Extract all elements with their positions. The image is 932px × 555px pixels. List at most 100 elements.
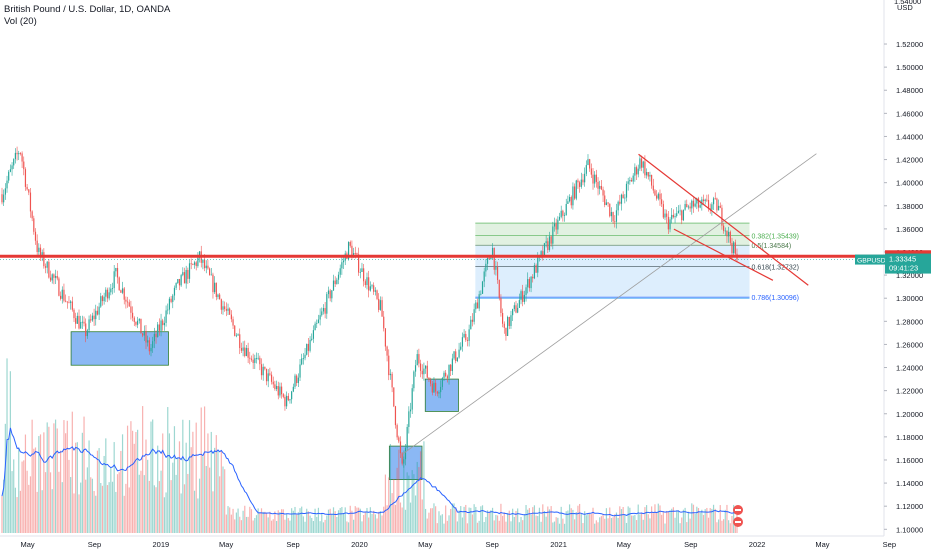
volume-bar bbox=[61, 482, 63, 533]
candle-body bbox=[267, 373, 269, 382]
volume-bar bbox=[38, 436, 40, 533]
candle-body bbox=[145, 330, 147, 343]
candle-body bbox=[512, 308, 514, 316]
volume-bar bbox=[440, 515, 442, 533]
volume-bar bbox=[158, 481, 160, 533]
volume-bar bbox=[21, 461, 23, 533]
volume-bar bbox=[125, 483, 127, 533]
volume-bar bbox=[468, 507, 470, 533]
volume-bar bbox=[401, 507, 403, 533]
volume-bar bbox=[682, 509, 685, 533]
price-tick-label: 1.14000 bbox=[896, 479, 923, 488]
volume-bar bbox=[289, 520, 291, 533]
candle-body bbox=[294, 375, 296, 387]
time-tick-label: Sep bbox=[486, 540, 499, 549]
volume-bar bbox=[652, 513, 654, 533]
channel-upper-line[interactable] bbox=[638, 153, 809, 286]
candle-body bbox=[209, 268, 211, 275]
volume-bar bbox=[203, 406, 206, 533]
volume-bar bbox=[219, 476, 221, 533]
candle-body bbox=[116, 267, 119, 278]
volume-bar bbox=[597, 522, 599, 533]
volume-bar bbox=[286, 513, 288, 533]
volume-bar bbox=[18, 447, 20, 533]
volume-bar bbox=[244, 505, 246, 533]
volume-bar bbox=[481, 505, 484, 533]
candle-body bbox=[699, 205, 701, 208]
candle-body bbox=[378, 298, 380, 310]
volume-bar bbox=[249, 506, 251, 533]
volume-bar bbox=[81, 432, 83, 533]
volume-bar bbox=[697, 508, 700, 533]
candle-body bbox=[292, 386, 294, 392]
candle-body bbox=[222, 306, 224, 310]
volume-bar bbox=[724, 509, 726, 533]
volume-bar bbox=[252, 520, 254, 533]
candle-body bbox=[192, 264, 194, 265]
candle-body bbox=[198, 251, 201, 258]
candle-body bbox=[573, 186, 576, 199]
volume-bar bbox=[612, 517, 614, 533]
volume-bar bbox=[584, 511, 586, 533]
volume-bar bbox=[121, 434, 124, 533]
volume-bar bbox=[565, 511, 567, 533]
volume-bar bbox=[413, 474, 415, 533]
volume-bar bbox=[577, 505, 579, 533]
candle-body bbox=[580, 179, 582, 187]
volume-bar bbox=[729, 523, 731, 533]
volume-bar bbox=[187, 473, 189, 533]
candle-body bbox=[339, 268, 341, 275]
candle-body bbox=[284, 396, 286, 407]
volume-bar bbox=[260, 508, 263, 533]
volume-bar bbox=[291, 508, 293, 533]
volume-bar bbox=[205, 465, 207, 533]
channel-lower-line[interactable] bbox=[673, 228, 774, 281]
candle-body bbox=[562, 210, 564, 216]
volume-bar bbox=[68, 459, 70, 533]
volume-bar bbox=[712, 504, 715, 533]
candle-body bbox=[262, 366, 264, 376]
volume-indicator-label[interactable]: Vol (20) bbox=[4, 16, 37, 27]
candle-body bbox=[430, 379, 432, 384]
volume-bar bbox=[150, 421, 152, 533]
candle-body bbox=[126, 301, 129, 303]
candle-body bbox=[150, 347, 152, 352]
volume-bar bbox=[217, 450, 219, 533]
volume-bar bbox=[177, 458, 179, 533]
candle-body bbox=[13, 159, 15, 166]
volume-bar bbox=[376, 518, 378, 533]
candle-body bbox=[245, 347, 248, 357]
volume-bar bbox=[135, 432, 137, 533]
candle-body bbox=[570, 197, 572, 206]
candle-body bbox=[336, 279, 338, 285]
candle-body bbox=[450, 364, 452, 372]
candle-body bbox=[528, 279, 530, 289]
candle-body bbox=[697, 198, 700, 208]
volume-bar bbox=[639, 514, 641, 533]
volume-bar bbox=[3, 479, 5, 533]
candle-body bbox=[229, 308, 231, 315]
volume-bar bbox=[302, 516, 304, 533]
volume-bar bbox=[140, 470, 142, 533]
volume-bar bbox=[344, 507, 346, 533]
candle-body bbox=[590, 168, 592, 175]
volume-bar bbox=[247, 516, 249, 533]
candle-body bbox=[689, 206, 691, 209]
candle-body bbox=[301, 358, 303, 365]
volume-bar bbox=[622, 506, 624, 533]
volume-bar bbox=[234, 519, 236, 533]
volume-bar bbox=[414, 495, 417, 533]
symbol-title[interactable]: British Pound / U.S. Dollar, 1D, OANDA bbox=[4, 4, 171, 15]
candle-body bbox=[572, 186, 574, 206]
volume-bar bbox=[403, 450, 405, 533]
volume-bar bbox=[324, 519, 326, 533]
candle-body bbox=[595, 174, 597, 182]
price-tick-label: 1.24000 bbox=[896, 364, 923, 373]
ascending-trendline[interactable] bbox=[402, 153, 817, 455]
price-tick-label: 1.46000 bbox=[896, 109, 923, 118]
volume-ma-line bbox=[1, 427, 738, 517]
volume-bar bbox=[297, 512, 299, 533]
volume-bar bbox=[41, 490, 43, 533]
